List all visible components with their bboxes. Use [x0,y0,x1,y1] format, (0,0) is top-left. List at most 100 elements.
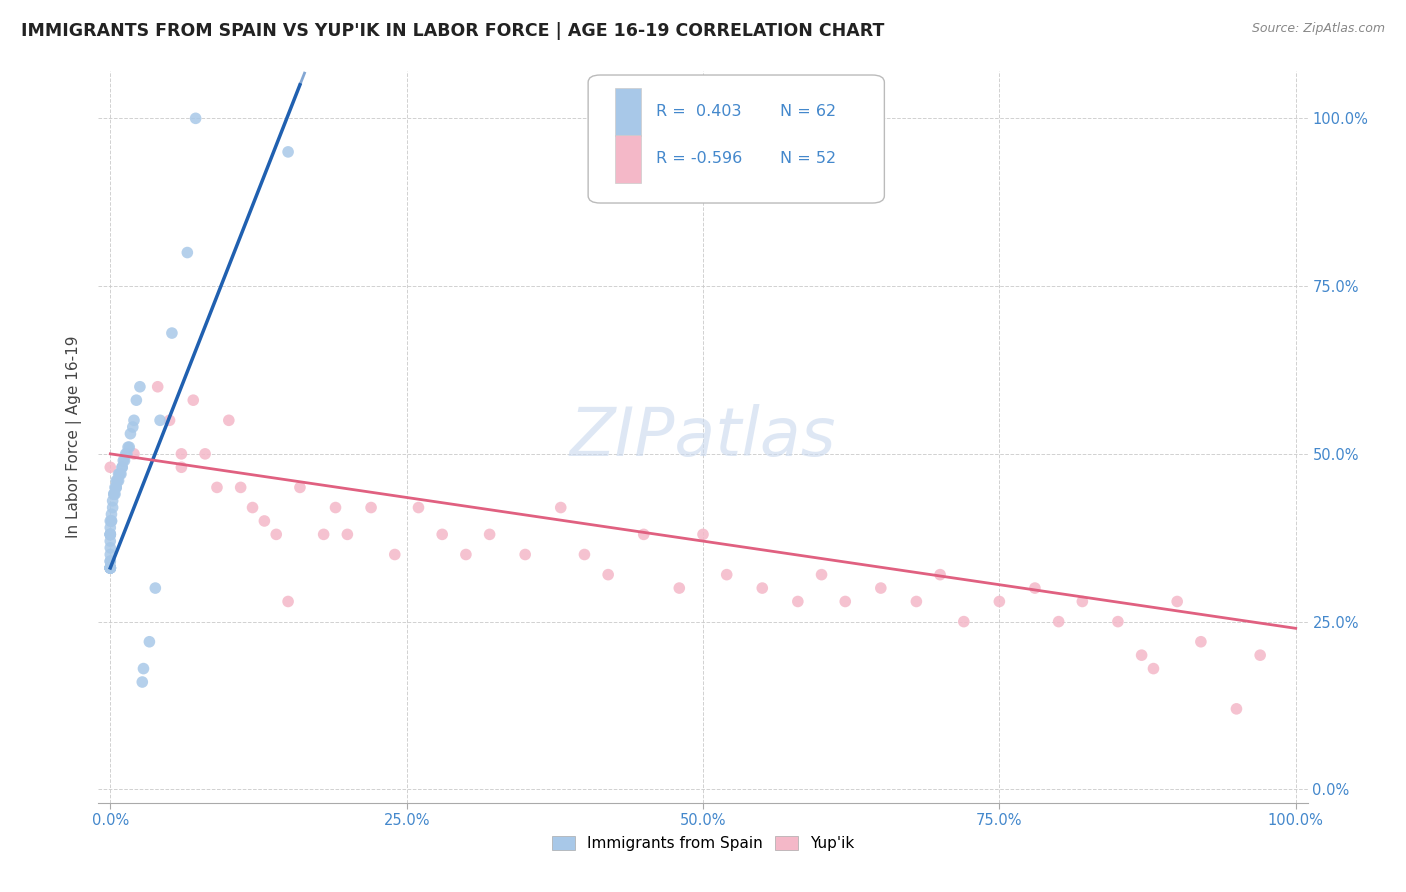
Point [1071,594,1094,608]
Point [104,487,127,501]
Point [98,561,121,575]
Point [98,548,121,562]
Point [149,413,172,427]
Point [288,480,311,494]
Point [432,527,454,541]
Point [229,480,252,494]
Point [117,440,139,454]
Text: Source: ZipAtlas.com: Source: ZipAtlas.com [1251,22,1385,36]
Point [1249,648,1271,662]
Point [360,500,382,515]
Point [810,567,832,582]
FancyBboxPatch shape [614,135,641,183]
Y-axis label: In Labor Force | Age 16-19: In Labor Force | Age 16-19 [66,335,83,539]
Text: IMMIGRANTS FROM SPAIN VS YUP'IK IN LABOR FORCE | AGE 16-19 CORRELATION CHART: IMMIGRANTS FROM SPAIN VS YUP'IK IN LABOR… [21,22,884,40]
Point [108,467,131,481]
Point [98,561,121,575]
Point [277,145,299,159]
FancyBboxPatch shape [588,75,884,203]
Point [98,561,121,575]
Point [869,581,891,595]
Point [170,447,193,461]
Point [751,581,773,595]
Point [98,527,121,541]
Point [181,393,204,408]
Point [98,460,121,475]
Point [114,453,136,467]
Point [146,380,169,394]
Point [194,447,217,461]
Point [1107,615,1129,629]
Point [1189,634,1212,648]
Text: N = 62: N = 62 [780,104,837,120]
Point [132,662,155,676]
Point [515,548,537,562]
Point [905,594,928,608]
Point [107,474,129,488]
Point [125,393,148,408]
Point [111,460,134,475]
Point [692,527,714,541]
Point [277,594,299,608]
Point [101,500,124,515]
Point [98,521,121,535]
Point [105,474,128,488]
Point [952,615,974,629]
Point [107,467,129,481]
Point [138,634,160,648]
Point [1024,581,1046,595]
Point [312,527,335,541]
Point [325,500,347,515]
Point [98,554,121,568]
Point [786,594,808,608]
Point [131,675,153,690]
Point [1130,648,1153,662]
Point [98,561,121,575]
Point [242,500,264,515]
Point [633,527,655,541]
Point [105,480,128,494]
FancyBboxPatch shape [614,88,641,136]
Point [478,527,501,541]
Point [101,493,124,508]
Point [716,567,738,582]
Point [114,447,136,461]
Point [98,527,121,541]
Point [98,514,121,528]
Point [598,567,620,582]
Point [218,413,240,427]
Point [118,440,141,454]
Point [159,413,181,427]
Point [98,561,121,575]
Point [454,548,477,562]
Point [105,474,128,488]
Point [176,245,198,260]
Text: R =  0.403: R = 0.403 [655,104,741,120]
Point [988,594,1011,608]
Point [1166,594,1188,608]
Text: N = 52: N = 52 [780,152,837,166]
Point [408,500,430,515]
Point [104,480,127,494]
Point [1142,662,1164,676]
Point [115,447,138,461]
Point [668,581,690,595]
Point [121,420,143,434]
Point [98,527,121,541]
Point [170,460,193,475]
Point [120,426,142,441]
Point [129,380,152,394]
Point [253,514,276,528]
Point [264,527,287,541]
Legend: Immigrants from Spain, Yup'ik: Immigrants from Spain, Yup'ik [546,830,860,857]
Point [108,467,131,481]
Text: R = -0.596: R = -0.596 [655,152,742,166]
Point [160,326,183,340]
Point [105,474,128,488]
Point [834,594,856,608]
Point [143,581,166,595]
Point [98,561,121,575]
Point [111,460,134,475]
Point [103,487,125,501]
Point [98,554,121,568]
